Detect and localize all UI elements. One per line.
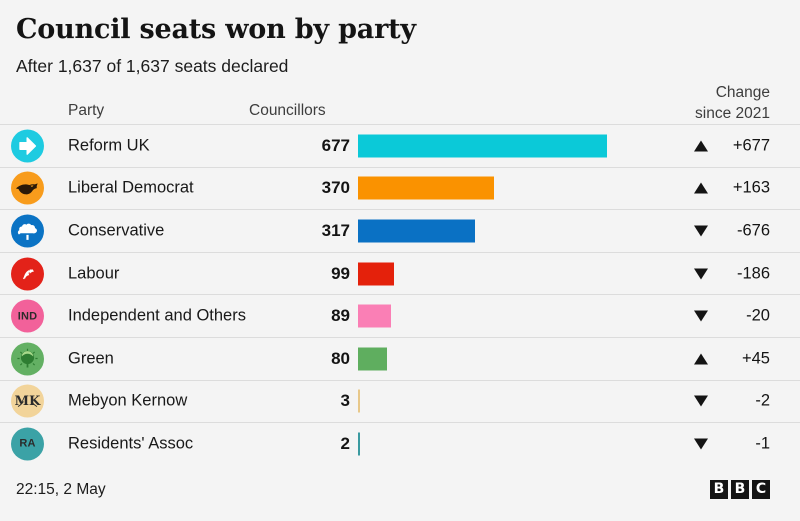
change-value: -1: [755, 434, 770, 453]
column-header-councillors: Councillors: [249, 102, 326, 119]
column-header-change-line1: Change: [715, 84, 770, 101]
table-row[interactable]: RA Residents' Assoc 2 -1: [0, 422, 800, 465]
councillors-value: 2: [340, 433, 350, 453]
timestamp: 22:15, 2 May: [16, 481, 106, 498]
party-logo-label: IND: [17, 310, 38, 323]
party-logo-arrow-icon: [11, 129, 44, 163]
councillors-value: 317: [321, 220, 350, 240]
chart-rows: Reform UK 677 +677 Liberal Democrat 370 +163 C…: [0, 124, 800, 465]
table-row[interactable]: Labour 99 -186: [0, 251, 800, 295]
councillors-value: 3: [340, 391, 350, 411]
party-name: Conservative: [68, 221, 165, 240]
chart-subtitle: After 1,637 of 1,637 seats declared: [16, 56, 289, 76]
seats-bar: [358, 262, 395, 286]
party-logo-bird-icon: [11, 171, 44, 205]
triangle-up-icon: [694, 353, 708, 365]
change-cell: -186: [694, 264, 770, 283]
seats-bar: [358, 347, 388, 371]
change-cell: -676: [694, 221, 770, 240]
triangle-down-icon: [694, 225, 708, 237]
seats-bar: [358, 176, 495, 200]
party-name: Green: [68, 349, 114, 368]
councillors-value: 89: [331, 306, 350, 326]
seats-bar: [358, 304, 391, 328]
bbc-logo-letter: B: [710, 480, 728, 499]
change-value: -20: [746, 306, 770, 325]
triangle-down-icon: [694, 438, 708, 450]
change-cell: +45: [694, 349, 770, 368]
change-cell: -2: [694, 392, 770, 411]
triangle-up-icon: [694, 140, 708, 152]
party-logo-label-icon: IND: [11, 299, 44, 333]
change-value: +163: [732, 178, 770, 197]
change-cell: +163: [694, 179, 770, 198]
councillors-value: 677: [321, 135, 350, 155]
party-name: Independent and Others: [68, 306, 246, 325]
party-name: Reform UK: [68, 136, 150, 155]
party-name: Residents' Assoc: [68, 434, 194, 453]
party-name: Mebyon Kernow: [68, 391, 188, 410]
seats-bar: [358, 389, 360, 413]
svg-text:MK: MK: [15, 394, 41, 409]
change-value: -2: [755, 391, 770, 410]
party-name: Liberal Democrat: [68, 178, 194, 197]
seats-bar: [358, 219, 475, 243]
party-name: Labour: [68, 264, 120, 283]
change-value: -186: [736, 264, 770, 283]
change-value: -676: [736, 221, 770, 240]
party-logo-greentree-icon: [11, 342, 44, 376]
table-row[interactable]: Green 80 +45: [0, 336, 800, 380]
triangle-down-icon: [694, 310, 708, 322]
change-value: +45: [742, 349, 770, 368]
table-row[interactable]: MK Mebyon Kernow 3 -2: [0, 379, 800, 423]
seats-bar: [358, 432, 360, 456]
triangle-up-icon: [694, 182, 708, 194]
table-row[interactable]: IND Independent and Others 89 -20: [0, 294, 800, 337]
party-logo-tree-icon: [11, 214, 44, 248]
councillors-value: 370: [321, 178, 350, 198]
change-cell: -1: [694, 434, 770, 453]
change-cell: -20: [694, 307, 770, 326]
party-logo-monogram-icon: MK: [11, 384, 44, 418]
column-header-change: Change since 2021: [695, 82, 770, 124]
table-row[interactable]: Reform UK 677 +677: [0, 124, 800, 167]
bbc-logo-letter: C: [752, 480, 770, 499]
party-logo-label-icon: RA: [11, 427, 44, 461]
triangle-down-icon: [694, 268, 708, 280]
bbc-logo-letter: B: [731, 480, 749, 499]
column-header-change-line2: since 2021: [695, 105, 770, 122]
table-row[interactable]: Conservative 317 -676: [0, 209, 800, 252]
party-logo-rose-icon: [11, 257, 44, 291]
bbc-logo: B B C: [710, 480, 770, 499]
page-title: Council seats won by party: [16, 14, 416, 45]
councillors-value: 80: [331, 348, 350, 368]
column-header-party: Party: [68, 102, 105, 119]
councillors-value: 99: [331, 263, 350, 283]
seats-bar: [358, 134, 607, 158]
triangle-down-icon: [694, 395, 708, 407]
change-cell: +677: [694, 136, 770, 155]
party-logo-label: RA: [19, 437, 36, 450]
table-row[interactable]: Liberal Democrat 370 +163: [0, 166, 800, 210]
change-value: +677: [732, 136, 770, 155]
